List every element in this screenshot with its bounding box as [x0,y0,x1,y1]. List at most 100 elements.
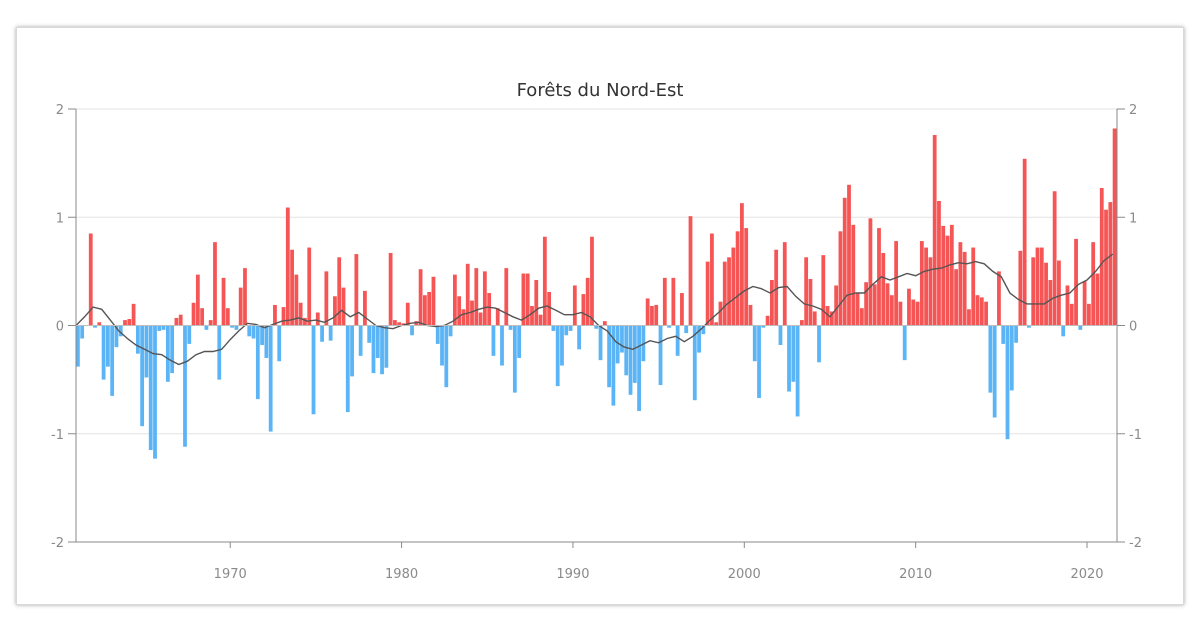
bar [195,274,200,326]
bar [885,283,890,326]
bar [727,257,731,326]
bar [328,325,333,341]
bar [264,325,269,358]
bar [165,325,170,382]
bar [770,280,774,326]
y-axis-left-labels: 2 1 0 -1 -2 [51,103,76,551]
bar [234,325,239,330]
bar [842,197,847,326]
bar [525,273,530,326]
bar [1048,280,1053,326]
bar [1022,158,1027,326]
bar [1009,325,1014,391]
bar [585,277,590,326]
bar [384,325,389,368]
bar [829,311,834,326]
bar [1074,238,1078,326]
bar [988,325,993,393]
bar [581,294,586,326]
bar [97,322,102,326]
bar [911,299,916,326]
bar [187,325,192,344]
bar [208,320,213,326]
bar [495,308,500,326]
bar [1065,285,1070,326]
bar [358,325,363,356]
bar [457,296,462,326]
x-tick-label: 1990 [556,567,589,582]
bar [1035,247,1040,326]
bar [817,325,821,363]
bar [898,301,903,326]
bar [118,325,123,337]
bar [225,308,230,326]
bar [217,325,222,380]
bar [560,325,564,366]
bar [778,325,783,345]
bar [221,277,226,326]
bar [804,257,809,326]
bar [598,325,603,361]
bar [508,325,513,330]
bar [607,325,611,388]
bar [1112,128,1117,326]
bar [740,203,744,326]
bar [1027,325,1031,328]
bar [941,225,946,326]
bar [992,325,997,418]
bar [375,325,380,358]
bar [1014,325,1018,343]
bar [311,325,316,415]
bar [847,184,851,326]
bar [127,319,132,326]
bar [268,325,273,432]
bar [110,325,115,396]
bar [902,325,907,361]
bar [474,268,479,326]
bar [915,301,920,326]
y-tick-label-left: -1 [51,428,64,443]
bar [949,224,954,326]
bar [170,325,175,374]
bar [654,304,659,326]
bar [320,325,324,342]
bar [333,296,337,326]
bar [787,325,791,392]
bar [658,325,663,386]
bar [1039,247,1044,326]
bar [872,284,877,326]
bar [444,325,449,388]
bar [161,325,166,330]
bar [791,325,796,382]
bar [572,285,577,326]
bar [624,325,629,376]
bar [76,325,80,367]
bar [405,302,410,326]
bar [637,325,641,412]
bar [435,325,440,344]
bar [889,295,894,326]
bar [675,325,680,356]
bar [594,325,599,329]
bar [761,325,766,328]
bar [345,325,350,413]
bar [530,306,534,326]
bar [808,278,813,326]
bar [178,314,183,326]
bar [183,325,187,447]
bar [684,325,689,334]
bar [315,312,320,326]
bar [487,293,492,326]
bar [851,224,856,326]
bar [547,291,552,326]
bar [744,228,749,326]
y-tick-label-right: -1 [1129,428,1142,443]
bar [821,255,826,326]
bar [500,325,504,366]
bar [967,309,971,326]
y-tick-label-left: 0 [56,320,64,335]
x-tick-label: 2000 [728,567,761,582]
x-axis-labels: 1970 1980 1990 2000 2010 2020 [214,542,1104,582]
bar [380,325,384,375]
